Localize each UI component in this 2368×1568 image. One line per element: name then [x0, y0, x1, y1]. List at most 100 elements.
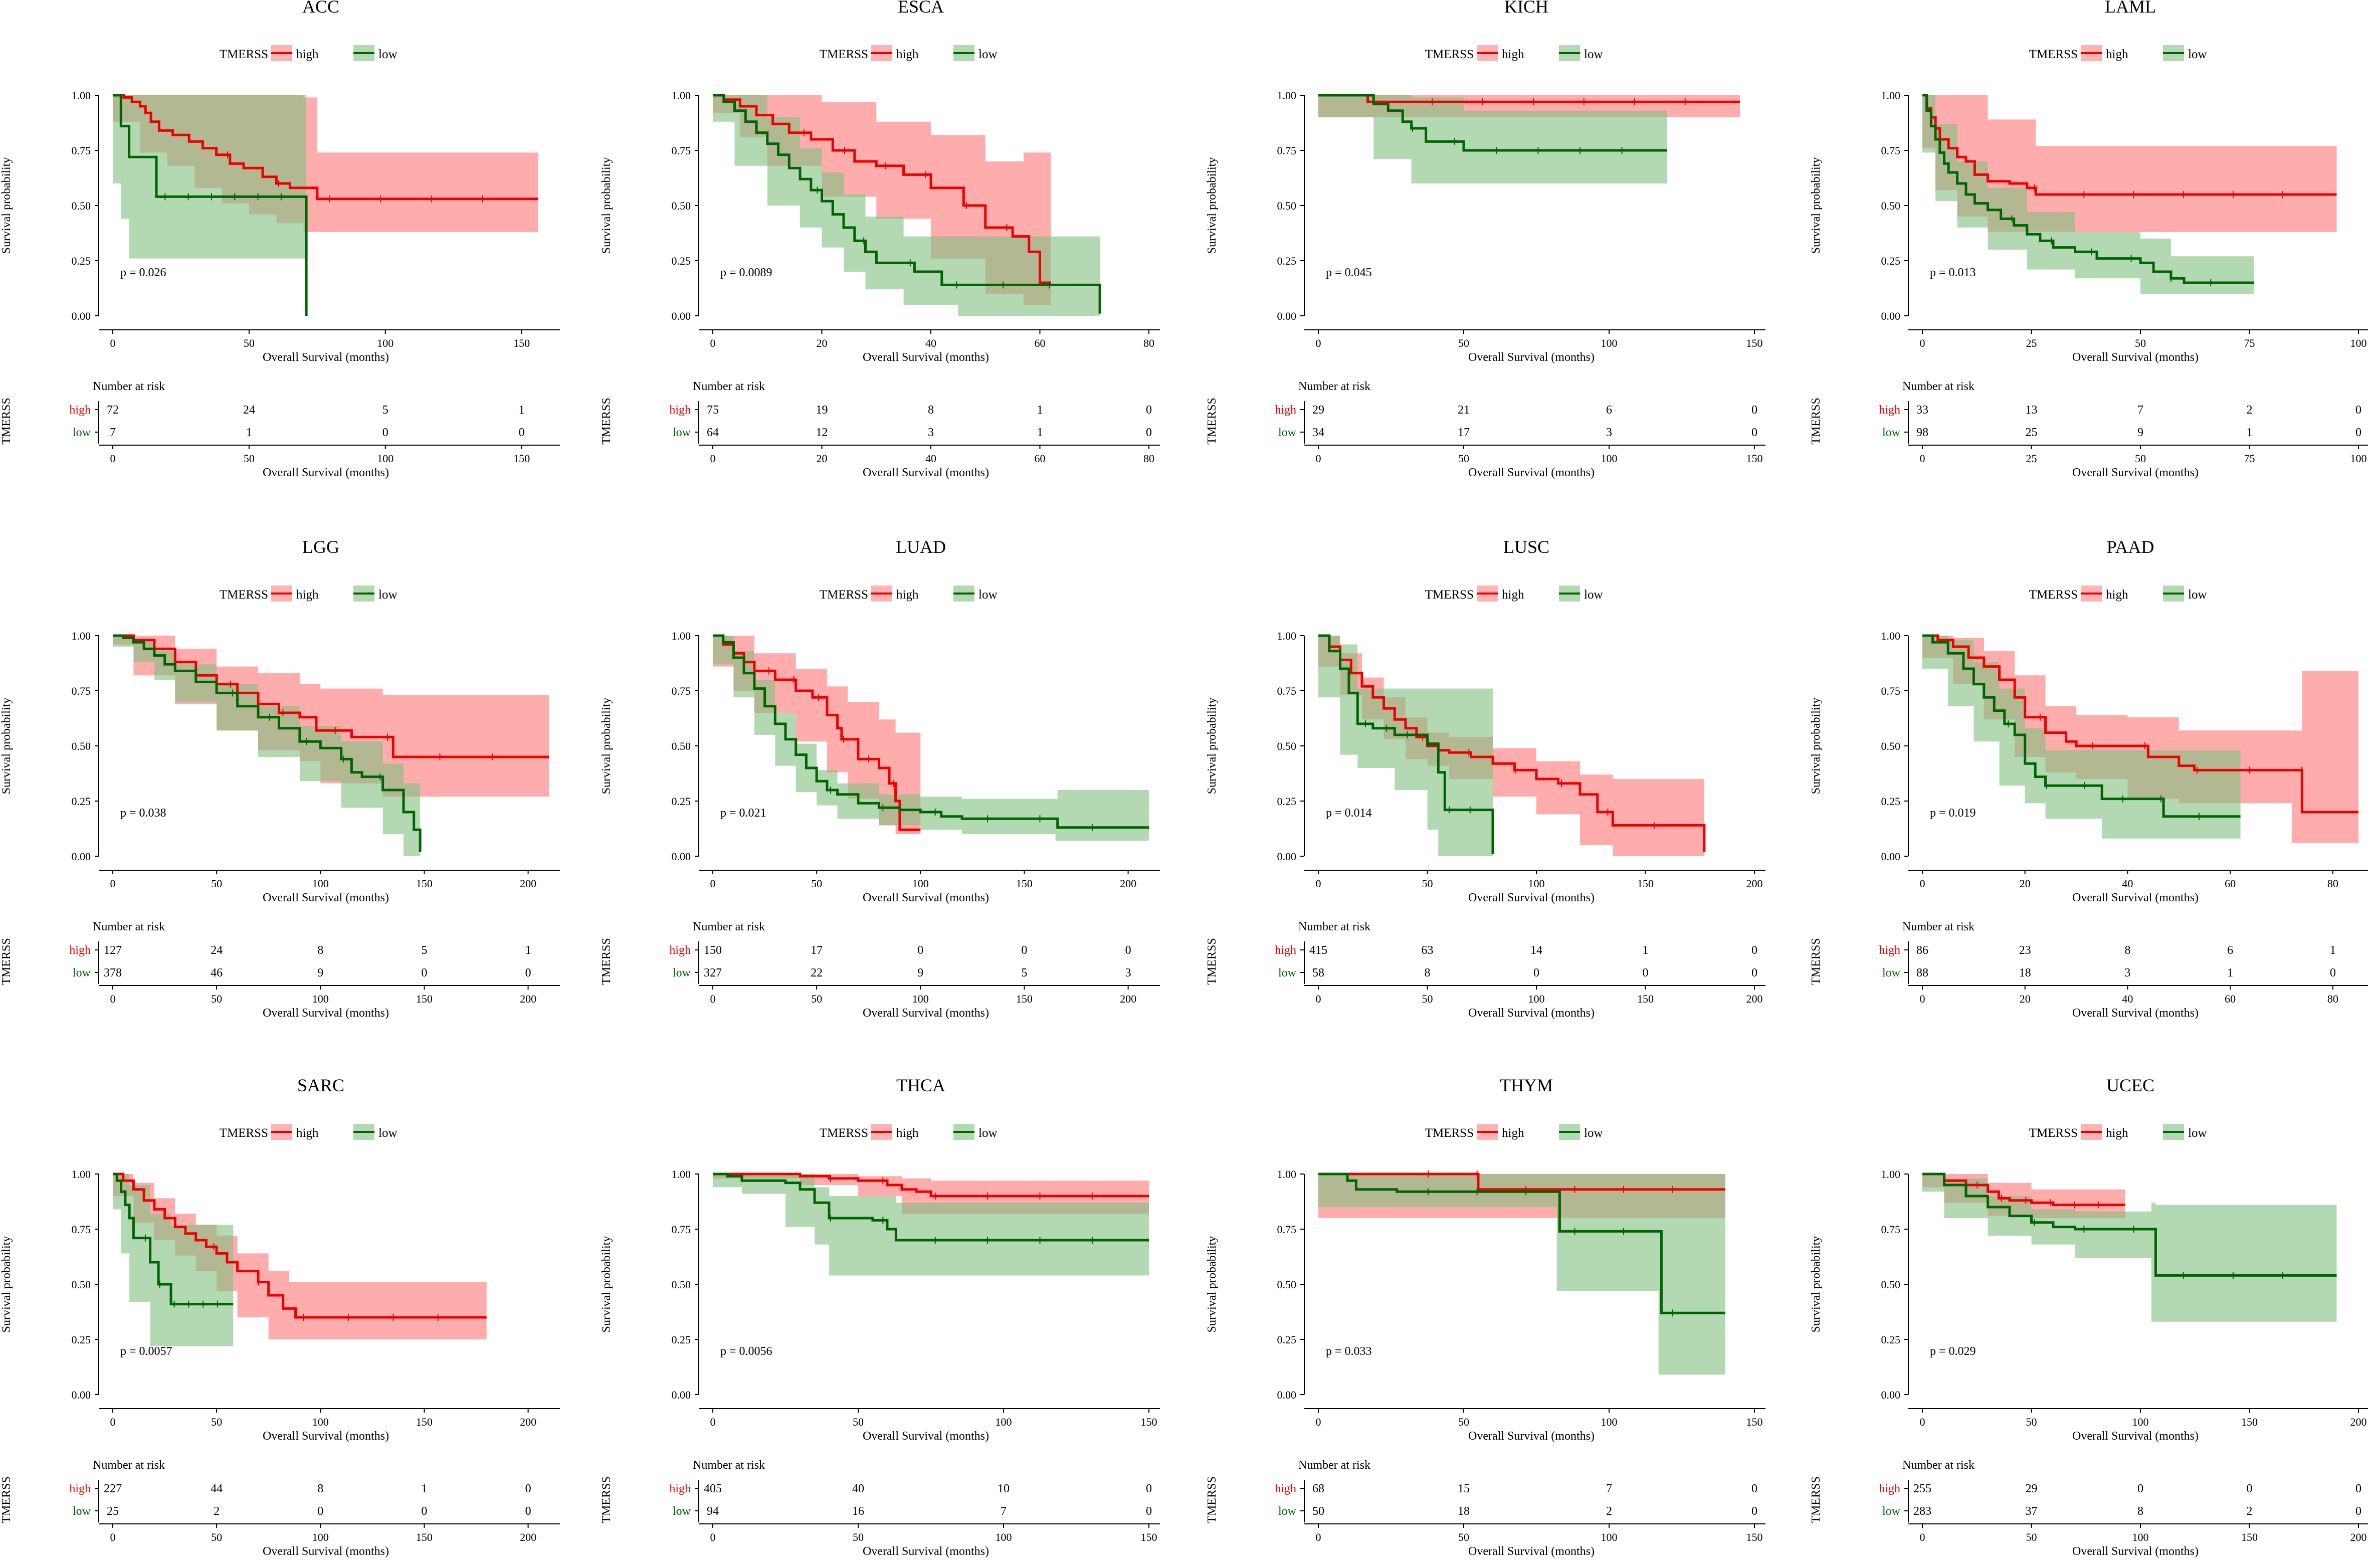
risk-count-high: 0 — [1021, 944, 1027, 957]
risk-x-tick-label: 100 — [1601, 452, 1618, 465]
low-survival-curve — [713, 1172, 1149, 1242]
risk-x-tick-label: 200 — [520, 993, 536, 1005]
y-tick-label: 0.50 — [1277, 1278, 1297, 1291]
y-axis-label: Survival probability — [1206, 1236, 1219, 1333]
risk-count-low: 2 — [214, 1505, 220, 1518]
legend-title: TMERSS — [2029, 588, 2078, 602]
y-tick-label: 0.75 — [72, 685, 91, 697]
panel-title: THCA — [896, 1075, 945, 1095]
risk-table-title: Number at risk — [93, 1459, 165, 1472]
x-tick-label: 75 — [2244, 337, 2255, 349]
x-tick-label: 200 — [2350, 1416, 2367, 1428]
risk-group-high-label: high — [69, 1482, 91, 1495]
risk-count-low: 94 — [707, 1505, 719, 1518]
x-tick-label: 150 — [1746, 337, 1763, 349]
y-axis-label: Survival probability — [600, 698, 613, 795]
y-tick-label: 1.00 — [72, 630, 91, 642]
risk-count-low: 1 — [2247, 426, 2253, 439]
high-confidence-band — [1922, 636, 2358, 843]
x-tick-label: 100 — [912, 877, 929, 890]
x-axis-label: Overall Survival (months) — [863, 891, 989, 904]
risk-count-high: 0 — [1751, 1482, 1757, 1495]
y-tick-label: 0.50 — [1277, 200, 1297, 212]
y-tick-label: 0.00 — [72, 1389, 91, 1401]
x-tick-label: 50 — [811, 877, 822, 890]
risk-group-high-label: high — [669, 1482, 691, 1495]
risk-count-low: 37 — [2026, 1505, 2038, 1518]
risk-count-high: 150 — [704, 944, 722, 957]
y-tick-label: 0.25 — [672, 255, 691, 267]
x-tick-label: 0 — [1920, 1416, 1925, 1428]
low-confidence-band — [1318, 1174, 1725, 1375]
risk-y-axis-label: TMERSS — [0, 1476, 13, 1523]
risk-count-high: 29 — [2026, 1482, 2038, 1495]
risk-x-tick-label: 50 — [1422, 993, 1433, 1005]
y-tick-label: 0.50 — [72, 200, 91, 212]
risk-group-low-label: low — [1882, 966, 1901, 979]
y-tick-label: 0.75 — [1277, 144, 1297, 157]
risk-x-axis-label: Overall Survival (months) — [1468, 1007, 1595, 1020]
km-panel-ucec: UCEC TMERSS high low 0.00 0.25 0.50 0.75 1.00 Sur… — [1810, 1075, 2368, 1558]
km-panel-paad: PAAD TMERSS high low 0.00 0.25 0.50 0.75 1.00 Sur… — [1810, 537, 2368, 1020]
risk-group-low-label: low — [73, 1505, 91, 1518]
x-tick-label: 100 — [312, 877, 329, 890]
risk-count-high: 0 — [1751, 404, 1757, 417]
risk-count-high: 227 — [104, 1482, 122, 1495]
legend-high-label: high — [296, 588, 319, 602]
risk-count-low: 283 — [1913, 1505, 1931, 1518]
x-tick-label: 100 — [996, 1416, 1012, 1428]
risk-x-tick-label: 40 — [2122, 993, 2133, 1005]
p-value: p = 0.045 — [1326, 266, 1372, 279]
risk-x-tick-label: 150 — [1746, 1531, 1763, 1543]
risk-x-tick-label: 0 — [1316, 452, 1321, 465]
risk-count-high: 8 — [2124, 944, 2130, 957]
x-tick-label: 80 — [2327, 877, 2338, 890]
x-tick-label: 150 — [416, 877, 433, 890]
p-value: p = 0.033 — [1326, 1345, 1372, 1358]
panel-title: ESCA — [898, 0, 944, 17]
risk-count-low: 18 — [2019, 966, 2031, 979]
legend-high-label: high — [296, 48, 319, 61]
y-tick-label: 0.50 — [1881, 1278, 1901, 1291]
x-axis-label: Overall Survival (months) — [2072, 351, 2199, 364]
y-tick-label: 1.00 — [72, 89, 91, 102]
y-tick-label: 0.00 — [1277, 1389, 1297, 1401]
low-confidence-band — [713, 636, 1149, 841]
risk-group-high-label: high — [1879, 1482, 1900, 1495]
legend-low-label: low — [1584, 588, 1603, 602]
risk-count-low: 22 — [811, 966, 823, 979]
risk-count-low: 64 — [707, 426, 719, 439]
risk-x-axis-label: Overall Survival (months) — [263, 466, 389, 479]
risk-x-tick-label: 0 — [1920, 993, 1925, 1005]
risk-table-title: Number at risk — [693, 380, 765, 393]
x-axis-label: Overall Survival (months) — [1468, 1430, 1595, 1443]
x-tick-label: 0 — [1920, 337, 1925, 349]
legend-title: TMERSS — [1425, 588, 1474, 602]
y-tick-label: 0.00 — [1881, 1389, 1901, 1401]
risk-count-high: 72 — [107, 404, 119, 417]
y-tick-label: 1.00 — [1881, 630, 1901, 642]
risk-count-low: 0 — [2355, 426, 2361, 439]
km-panel-thca: THCA TMERSS high low 0.00 0.25 0.50 0.75 1.00 Sur… — [600, 1075, 1160, 1558]
y-axis-label: Survival probability — [1810, 698, 1823, 795]
risk-group-high-label: high — [669, 404, 691, 417]
risk-count-low: 0 — [421, 966, 427, 979]
risk-count-high: 5 — [382, 404, 388, 417]
risk-count-high: 1 — [2330, 944, 2336, 957]
risk-count-high: 0 — [917, 944, 923, 957]
risk-count-high: 29 — [1312, 404, 1324, 417]
low-confidence-band — [713, 95, 1100, 316]
risk-table-title: Number at risk — [93, 380, 165, 393]
risk-count-high: 1 — [1037, 404, 1043, 417]
risk-count-low: 327 — [704, 966, 722, 979]
legend-title: TMERSS — [1425, 1126, 1474, 1140]
risk-count-high: 8 — [317, 1482, 323, 1495]
risk-count-low: 12 — [816, 426, 828, 439]
legend-low-label: low — [378, 1126, 398, 1140]
y-tick-label: 1.00 — [1277, 89, 1297, 102]
panel-title: THYM — [1500, 1075, 1553, 1095]
risk-x-tick-label: 50 — [811, 993, 822, 1005]
legend-high-label: high — [296, 1126, 319, 1140]
risk-table-title: Number at risk — [1298, 380, 1370, 393]
